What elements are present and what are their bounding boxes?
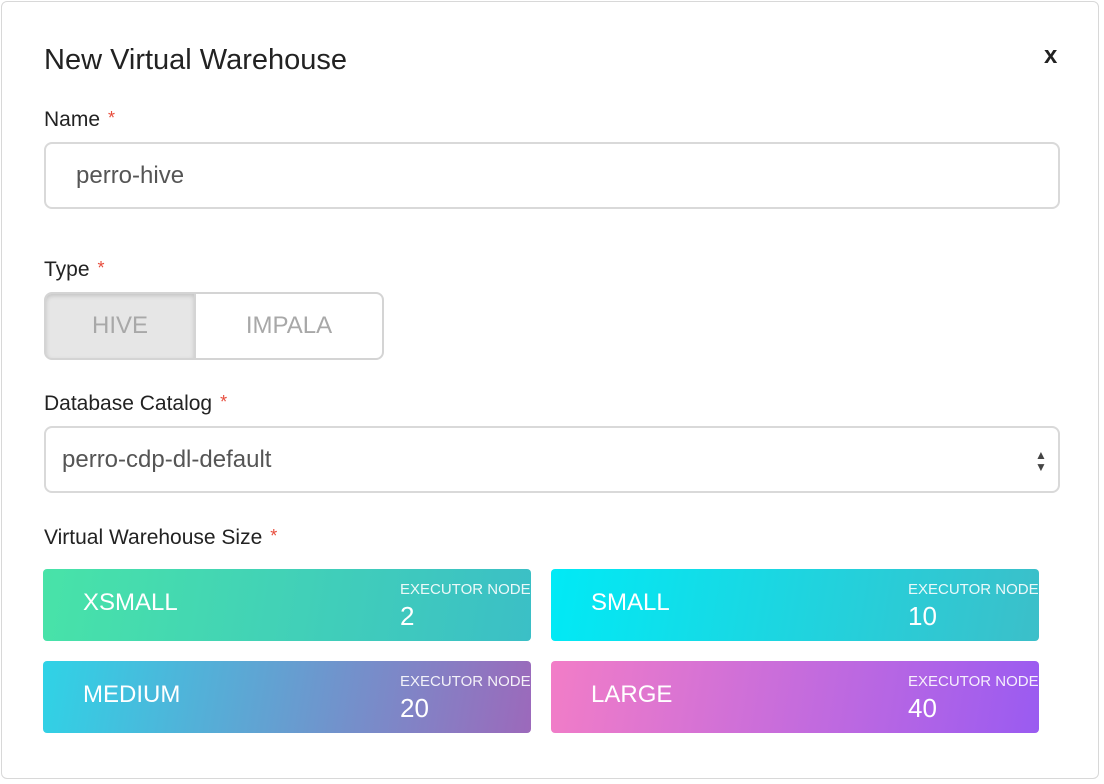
size-name: MEDIUM — [83, 681, 181, 708]
nodes-label: EXECUTOR NODES — [400, 673, 531, 690]
field-label: Name * — [44, 108, 115, 132]
dialog-title: New Virtual Warehouse — [44, 44, 348, 76]
size-card[interactable]: MEDIUM EXECUTOR NODES 20 — [43, 661, 531, 733]
nodes-value: 40 — [908, 693, 937, 723]
label-text: Virtual Warehouse Size — [44, 526, 263, 549]
field-label: Type * — [44, 258, 105, 282]
required-marker: * — [270, 526, 278, 546]
size-name: SMALL — [591, 589, 670, 616]
name-input[interactable]: perro-hive — [44, 142, 1060, 209]
size-name: XSMALL — [83, 589, 178, 616]
nodes-value: 2 — [400, 601, 415, 631]
nodes-value: 10 — [908, 601, 937, 631]
label-text: Type — [44, 258, 90, 281]
nodes-value: 20 — [400, 693, 429, 723]
label-text: Database Catalog — [44, 392, 213, 415]
size-card[interactable]: XSMALL EXECUTOR NODES 2 — [43, 569, 531, 641]
size-name: LARGE — [591, 681, 673, 708]
label-text: Name — [44, 108, 101, 131]
nodes-label: EXECUTOR NODES — [908, 581, 1039, 598]
size-card[interactable]: LARGE EXECUTOR NODES 40 — [551, 661, 1039, 733]
nodes-label: EXECUTOR NODES — [908, 673, 1039, 690]
field-label: Virtual Warehouse Size * — [44, 526, 277, 550]
select-arrows: ▲ ▼ — [1035, 448, 1047, 474]
type-option[interactable]: HIVE — [44, 292, 196, 360]
required-marker: * — [97, 258, 105, 278]
nodes-label: EXECUTOR NODES — [400, 581, 531, 598]
required-marker: * — [220, 392, 228, 412]
required-marker: * — [108, 108, 116, 128]
type-option[interactable]: IMPALA — [194, 292, 384, 360]
field-label: Database Catalog * — [44, 392, 227, 416]
size-card[interactable]: SMALL EXECUTOR NODES 10 — [551, 569, 1039, 641]
catalog-select[interactable]: perro-cdp-dl-default — [44, 426, 1060, 493]
close-button[interactable]: x — [1044, 42, 1058, 69]
